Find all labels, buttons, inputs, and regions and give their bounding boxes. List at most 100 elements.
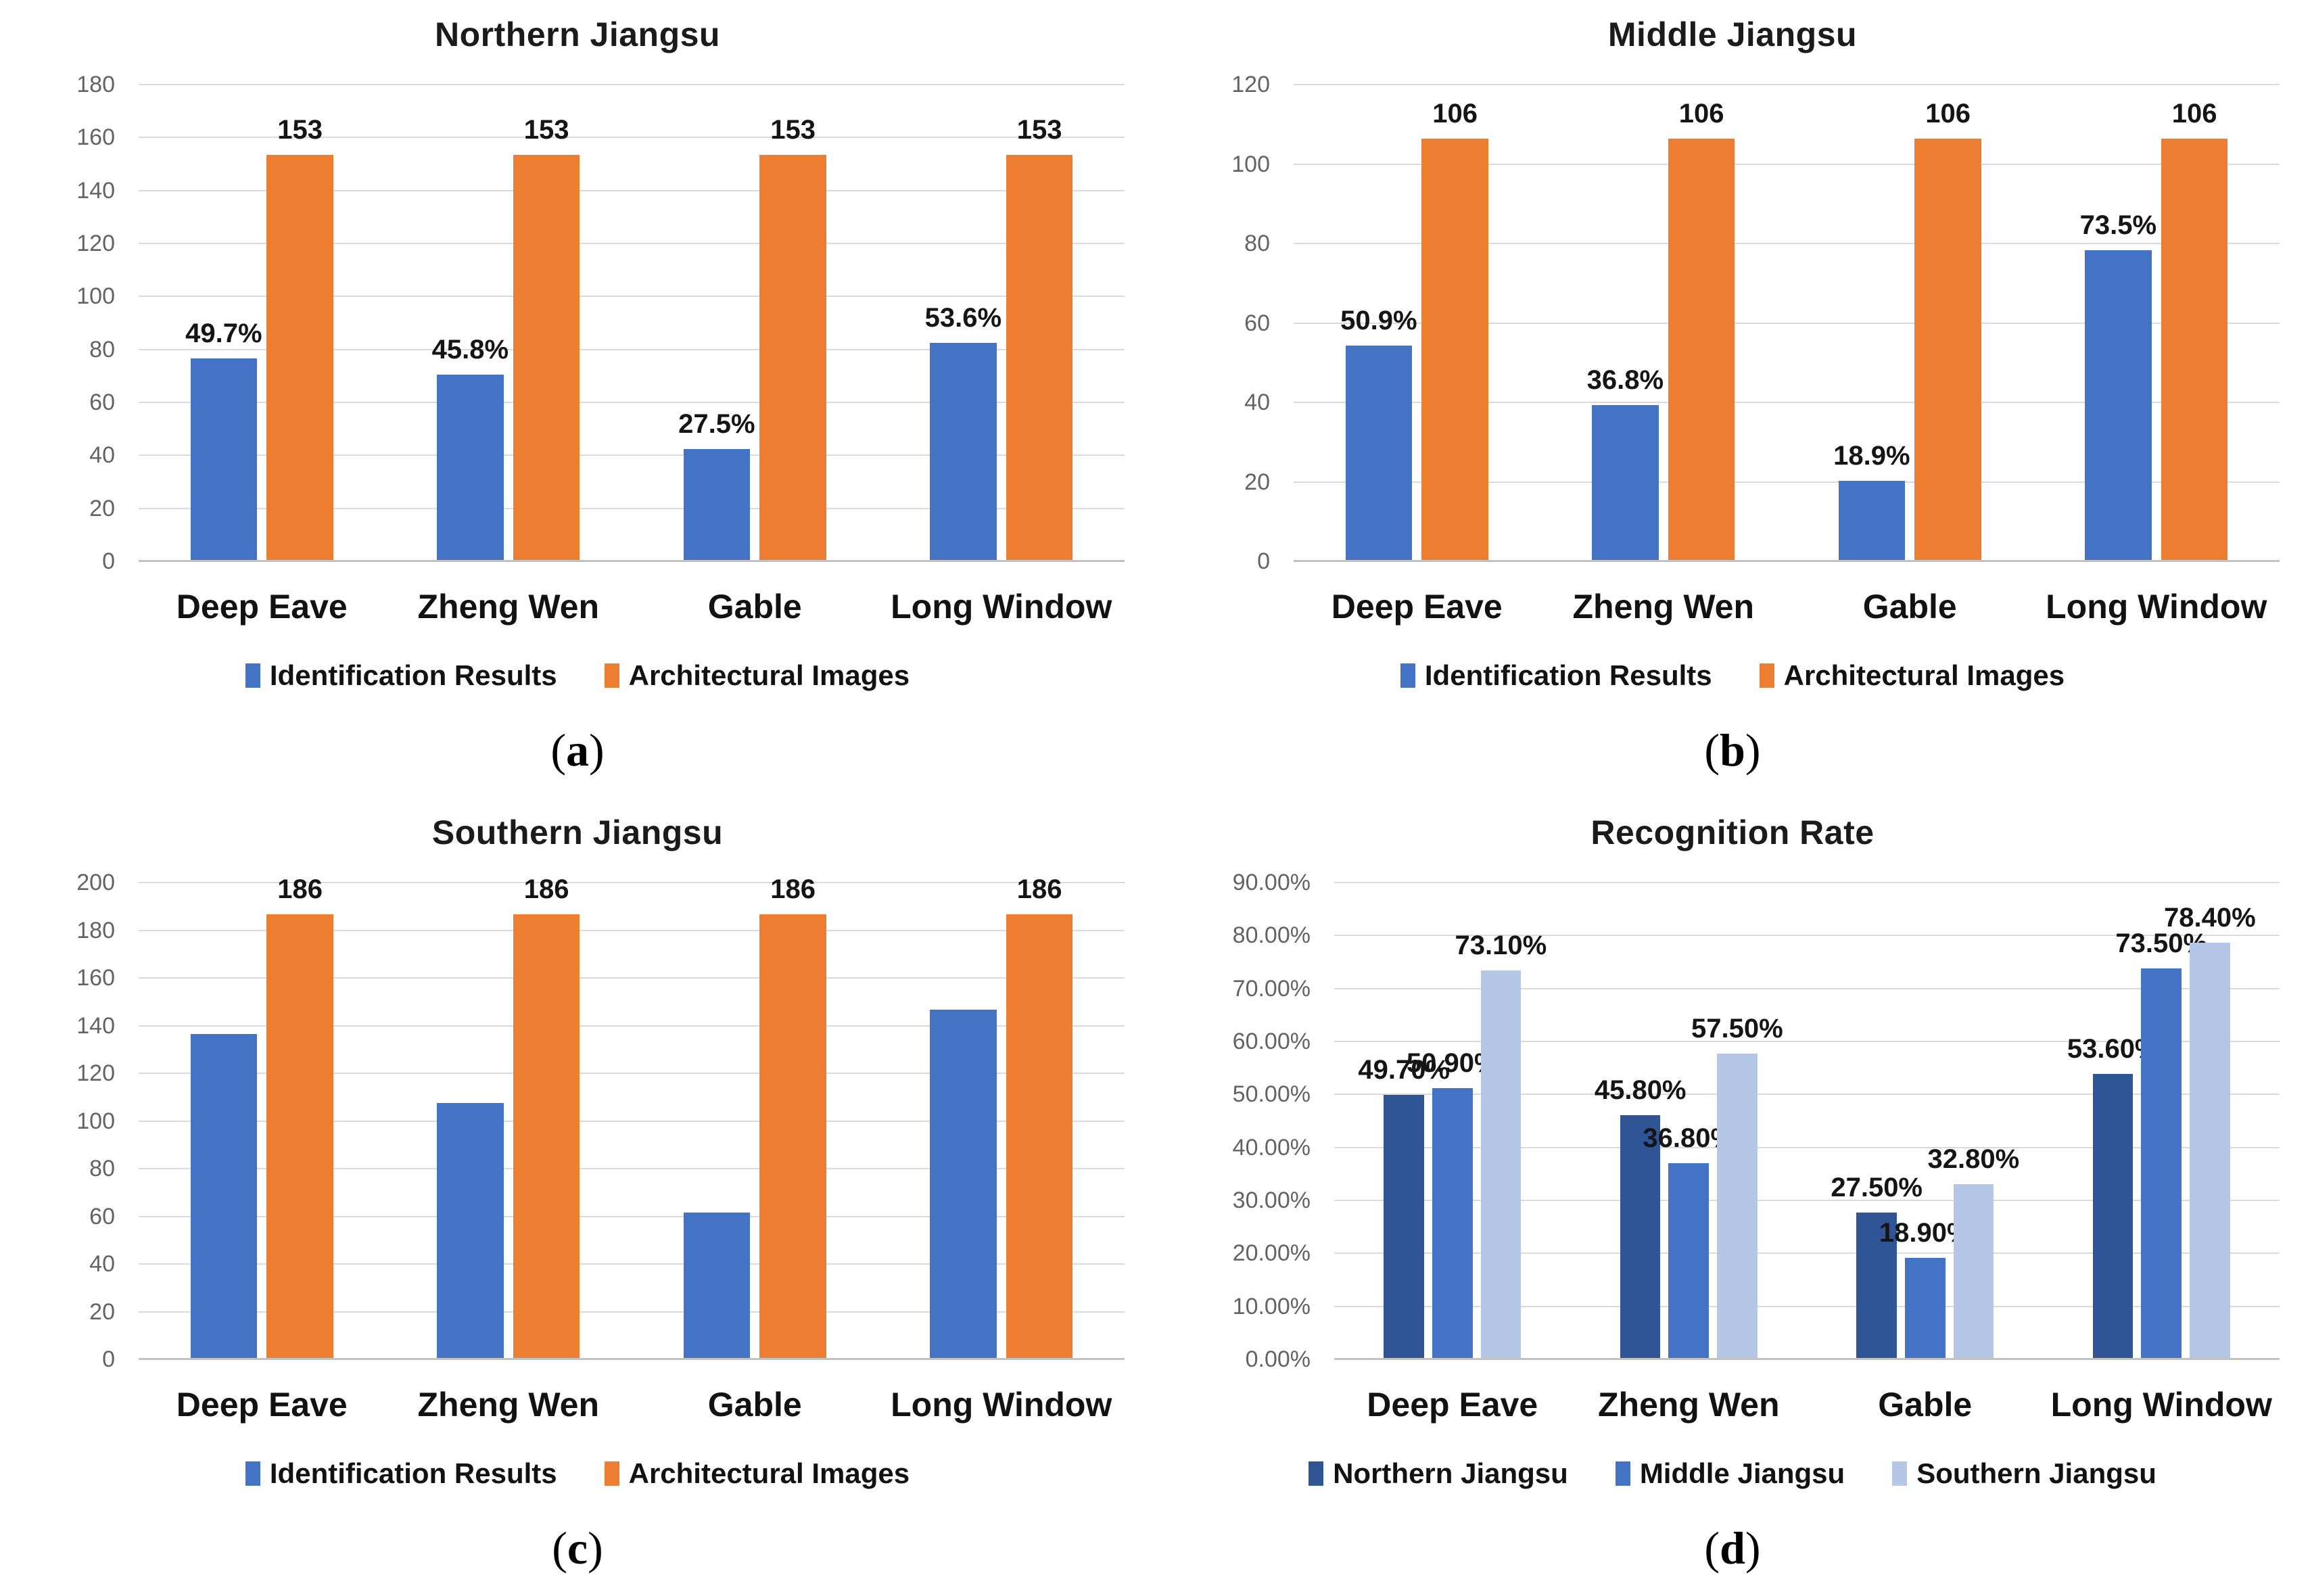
y-axis-tick-label: 180 <box>76 72 115 97</box>
gridline <box>139 243 1125 244</box>
chart-title-northern-jiangsu: Northern Jiangsu <box>435 16 720 53</box>
data-label-architectural-images-zheng-wen: 106 <box>1678 99 1724 129</box>
data-label-architectural-images-long-window: 106 <box>2171 99 2217 129</box>
gridline <box>1334 987 2280 989</box>
data-label-southern-jiangsu-zheng-wen: 57.50% <box>1691 1013 1783 1043</box>
gridline <box>139 1120 1125 1122</box>
legend-item-architectural-images: Architectural Images <box>604 659 910 692</box>
y-axis-tick-label: 120 <box>76 231 115 256</box>
legend-item-middle-jiangsu: Middle Jiangsu <box>1615 1457 1845 1490</box>
gridline <box>1334 1146 2280 1148</box>
bar-identification-results-zheng-wen <box>437 1102 504 1358</box>
category-label-long-window: Long Window <box>2046 588 2267 626</box>
legend-swatch-icon <box>1400 663 1415 688</box>
data-label-architectural-images-gable: 106 <box>1925 99 1971 129</box>
legend-item-identification-results: Identification Results <box>245 659 557 692</box>
plot-area-middle-jiangsu: 0 20 40 60 80 100 120 50.9% 106 36.8% 106 18.9% 106 7… <box>1231 72 2280 574</box>
gridline <box>139 1073 1125 1074</box>
panel-caption-a: (a) <box>0 724 1155 777</box>
legend-swatch-icon <box>604 1461 619 1486</box>
y-axis-tick-label: 200 <box>76 870 115 895</box>
bar-northern-jiangsu-deep-eave <box>1384 1094 1424 1358</box>
y-axis-tick-label: 180 <box>76 917 115 943</box>
category-label-zheng-wen: Zheng Wen <box>417 588 599 626</box>
y-axis-tick-label: 0.00% <box>1245 1346 1311 1372</box>
panel-caption-c: (c) <box>0 1522 1155 1575</box>
y-axis-tick-label: 0 <box>102 1346 115 1372</box>
data-label-identification-results-gable: 18.9% <box>1833 440 1910 471</box>
data-label-architectural-images-gable: 153 <box>770 114 816 145</box>
x-axis-category-labels: Deep Eave Zheng Wen Gable Long Window <box>1334 1385 2280 1424</box>
data-label-architectural-images-zheng-wen: 186 <box>523 874 569 905</box>
legend-swatch-icon <box>245 1461 260 1486</box>
gridline <box>1294 84 2280 85</box>
category-label-zheng-wen: Zheng Wen <box>417 1386 599 1424</box>
legend-swatch-icon <box>1309 1461 1324 1486</box>
category-label-gable: Gable <box>707 1386 802 1424</box>
chart-legend: Identification Results Architectural Imag… <box>0 659 1155 692</box>
bar-identification-results-long-window <box>930 1010 997 1358</box>
caption-char: ) <box>1745 1522 1761 1574</box>
y-axis-tick-label: 80 <box>89 1156 115 1181</box>
bar-middle-jiangsu-deep-eave <box>1432 1088 1473 1358</box>
data-label-identification-results-deep-eave: 50.9% <box>1340 305 1417 335</box>
bar-architectural-images-long-window <box>2161 139 2228 560</box>
gridline <box>139 1263 1125 1265</box>
data-label-identification-results-long-window: 53.6% <box>924 302 1002 333</box>
bar-northern-jiangsu-long-window <box>2092 1074 2134 1358</box>
gridline <box>1294 560 2280 562</box>
gridline <box>139 454 1125 456</box>
bar-southern-jiangsu-zheng-wen <box>1717 1053 1758 1358</box>
data-label-architectural-images-deep-eave: 106 <box>1432 99 1478 129</box>
legend-item-architectural-images: Architectural Images <box>604 1457 910 1490</box>
category-label-long-window: Long Window <box>891 588 1112 626</box>
y-axis-tick-label: 160 <box>76 965 115 991</box>
bar-middle-jiangsu-gable <box>1904 1257 1946 1358</box>
legend-label: Architectural Images <box>628 1457 910 1489</box>
bar-southern-jiangsu-long-window <box>2190 942 2230 1358</box>
category-label-long-window: Long Window <box>891 1386 1112 1424</box>
legend-label: Architectural Images <box>628 659 910 691</box>
data-label-identification-results-deep-eave: 49.7% <box>185 319 262 349</box>
legend-item-northern-jiangsu: Northern Jiangsu <box>1309 1457 1568 1490</box>
caption-char: ( <box>550 724 566 776</box>
legend-label: Identification Results <box>269 659 557 691</box>
bar-identification-results-zheng-wen <box>1592 404 1659 560</box>
bar-middle-jiangsu-long-window <box>2141 968 2182 1358</box>
chart-legend: Northern Jiangsu Middle Jiangsu Southern J… <box>1155 1457 2310 1490</box>
bar-architectural-images-gable <box>759 154 826 560</box>
data-label-architectural-images-gable: 186 <box>770 874 816 905</box>
gridline <box>139 1358 1125 1360</box>
legend-swatch-icon <box>245 663 260 688</box>
caption-char: ) <box>588 1522 603 1574</box>
legend-item-architectural-images: Architectural Images <box>1759 659 2065 692</box>
y-axis-tick-label: 40 <box>89 442 115 469</box>
gridline <box>139 402 1125 403</box>
y-axis-tick-label: 50.00% <box>1232 1081 1311 1108</box>
caption-char: c <box>567 1522 588 1574</box>
legend-label: Middle Jiangsu <box>1639 1457 1845 1489</box>
y-axis-tick-label: 60 <box>89 1203 115 1229</box>
gridline <box>139 296 1125 298</box>
gridline <box>139 560 1125 562</box>
gridline <box>139 1215 1125 1217</box>
y-axis-tick-label: 20 <box>89 1298 115 1325</box>
y-axis-tick-label: 20.00% <box>1232 1240 1311 1267</box>
legend-swatch-icon <box>604 663 619 688</box>
bar-identification-results-long-window <box>930 342 997 560</box>
legend-label: Identification Results <box>1424 659 1712 691</box>
y-axis-tick-label: 120 <box>76 1060 115 1086</box>
bar-architectural-images-zheng-wen <box>1668 139 1735 560</box>
data-label-architectural-images-deep-eave: 153 <box>277 114 323 145</box>
panel-c: Southern Jiangsu 0 20 40 60 80 100 120 140 160 18… <box>0 798 1155 1596</box>
bar-identification-results-gable <box>683 448 751 560</box>
y-axis-tick-label: 0 <box>102 548 115 574</box>
category-label-long-window: Long Window <box>2050 1386 2272 1424</box>
gridline <box>1334 882 2280 883</box>
caption-char: ( <box>552 1522 567 1574</box>
panel-caption-b: (b) <box>1155 724 2310 777</box>
gridline <box>139 507 1125 509</box>
gridline <box>1334 1200 2280 1201</box>
chart-legend: Identification Results Architectural Imag… <box>1155 659 2310 692</box>
